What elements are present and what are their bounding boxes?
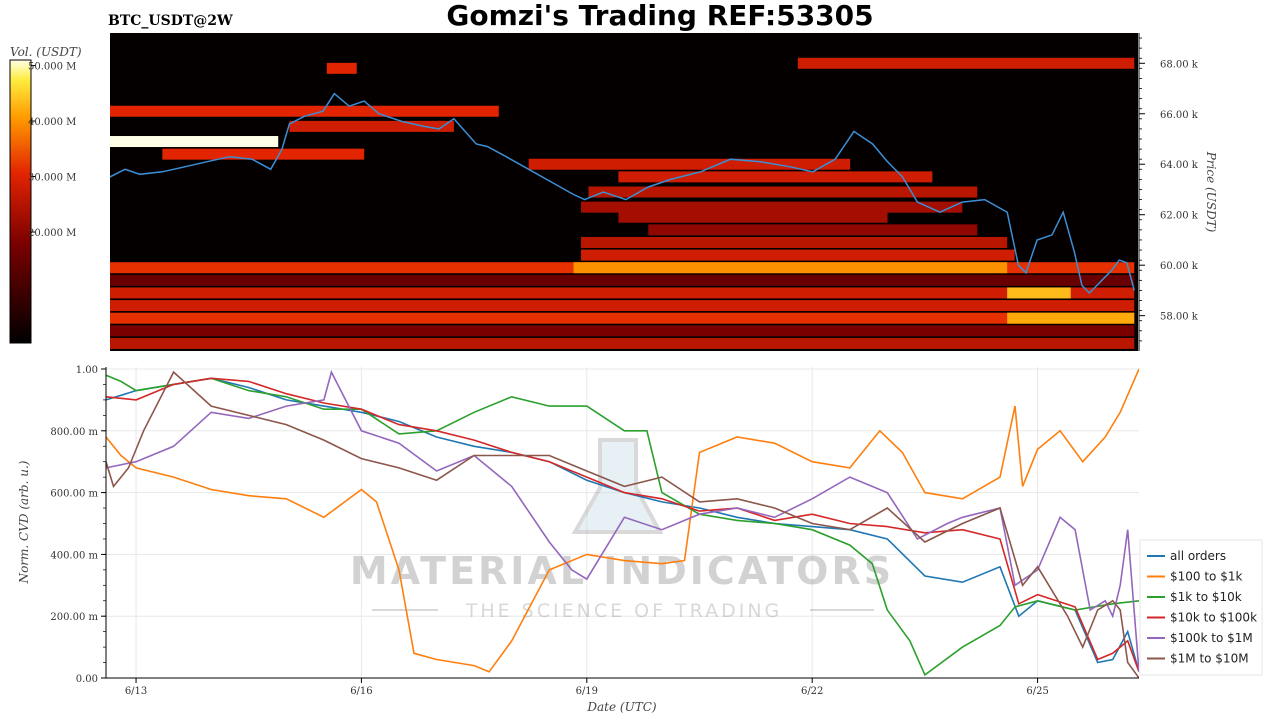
price-line	[110, 92, 1136, 295]
legend-entry: $1k to $10k	[1170, 590, 1242, 604]
price-tick-label: 60.00 k	[1160, 261, 1199, 272]
colorbar-label: Vol. (USDT)	[10, 45, 82, 59]
colorbar-gradient	[9, 59, 32, 344]
legend-box	[1139, 539, 1263, 676]
cvd-x-tick-label: 6/19	[576, 686, 598, 697]
heatmap-band	[110, 274, 1135, 286]
heatmap-panel: 58.00 k 60.00 k 62.00 k 64.00 k 66.00 k 68.00…	[110, 33, 1218, 351]
heatmap-band	[110, 105, 499, 117]
watermark: MATERIAL INDICATORS THE SCIENCE OF TRADI…	[350, 438, 894, 622]
cvd-y-tick-label: 800.00 m	[50, 427, 98, 438]
heatmap-band	[110, 300, 1135, 312]
cvd-series-line	[106, 370, 1139, 678]
price-tick-label: 64.00 k	[1160, 160, 1199, 171]
heatmap-band	[618, 211, 888, 223]
cvd-series-line	[106, 374, 1139, 677]
flask-icon	[571, 438, 664, 534]
heatmap-band	[797, 57, 1135, 69]
cvd-y-tick-label: 0.00	[76, 674, 98, 685]
colorbar-tick-label: 40.000 M	[28, 117, 76, 128]
cvd-x-tick-label: 6/16	[350, 686, 372, 697]
legend-entry: all orders	[1170, 549, 1226, 563]
cvd-x-tick-label: 6/25	[1026, 686, 1048, 697]
colorbar-tick-label: 30.000 M	[28, 173, 76, 184]
price-axis-label: Price (USDT)	[1204, 151, 1218, 233]
heatmap-band	[1007, 287, 1071, 299]
cvd-series-line	[106, 368, 1139, 673]
colorbar: Vol. (USDT) 20.000 M 30.000 M 40.000 M 50.0…	[9, 45, 82, 344]
heatmap-band	[648, 224, 978, 236]
cvd-y-tick-label: 1.00	[76, 365, 98, 376]
cvd-series-line	[106, 369, 1139, 672]
cvd-x-tick-label: 6/22	[801, 686, 823, 697]
price-tick-label: 58.00 k	[1160, 312, 1199, 323]
heatmap-band	[581, 201, 963, 213]
heatmap-band	[326, 62, 357, 74]
heatmap-band	[573, 262, 1008, 274]
legend-entry: $1M to $10M	[1170, 652, 1249, 666]
price-tick-label: 66.00 k	[1160, 110, 1199, 121]
cvd-panel: MATERIAL INDICATORS THE SCIENCE OF TRADI…	[17, 365, 1139, 714]
heatmap-band	[110, 325, 1135, 337]
heatmap-band	[110, 136, 279, 148]
heatmap-band	[1007, 312, 1135, 324]
heatmap-band	[110, 337, 1135, 349]
legend-entry: $100k to $1M	[1170, 631, 1253, 645]
heatmap-band	[110, 312, 1135, 324]
watermark-subtitle: THE SCIENCE OF TRADING	[465, 600, 783, 622]
cvd-y-tick-label: 400.00 m	[50, 550, 98, 561]
symbol-label: BTC_USDT@2W	[108, 13, 233, 29]
cvd-x-tick-label: 6/13	[125, 686, 147, 697]
heatmap-band	[289, 120, 454, 132]
heatmap-band	[581, 236, 1008, 248]
cvd-x-axis-label: Date (UTC)	[586, 700, 656, 714]
price-tick-label: 62.00 k	[1160, 211, 1199, 222]
heatmap-band	[162, 148, 365, 160]
cvd-series-line	[106, 377, 1139, 673]
cvd-y-tick-label: 200.00 m	[50, 612, 98, 623]
colorbar-tick-label: 50.000 M	[28, 62, 76, 73]
cvd-y-tick-label: 600.00 m	[50, 489, 98, 500]
heatmap-band	[588, 186, 978, 198]
heatmap-band	[528, 158, 851, 170]
cvd-y-axis-label: Norm. CVD (arb. u.)	[17, 460, 31, 584]
heatmap-band	[110, 287, 1135, 299]
price-tick-label: 68.00 k	[1160, 59, 1199, 70]
legend-entry: $100 to $1k	[1170, 570, 1242, 584]
legend-entry: $10k to $100k	[1170, 611, 1257, 625]
legend: all orders $100 to $1k $1k to $10k $10k to …	[1139, 539, 1263, 676]
chart-title: Gomzi's Trading REF:53305	[446, 0, 873, 32]
heatmap-band	[581, 249, 1015, 261]
heatmap-band	[618, 171, 933, 183]
colorbar-tick-label: 20.000 M	[28, 228, 76, 239]
watermark-title: MATERIAL INDICATORS	[350, 549, 894, 593]
